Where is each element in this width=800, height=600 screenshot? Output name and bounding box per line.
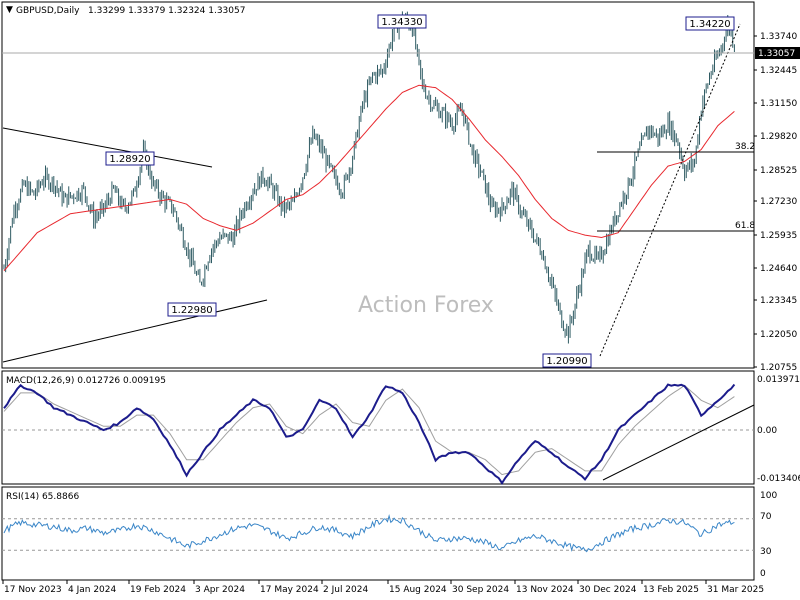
macd-tick-label: 0.00 [757,426,777,436]
price-plot: 38.2 61.8 1.34330 1.34220 1.28920 1.22980 1.20… [2,11,755,368]
rsi-tick-label: 100 [760,491,777,501]
price-box-text: 1.20990 [546,356,587,367]
current-price-label: 1.33057 [758,49,795,59]
macd-plot [2,383,755,485]
y-tick-label: 1.29820 [760,132,797,142]
fib-382-label: 38.2 [735,142,755,152]
macd-title: MACD(12,26,9) 0.012726 0.009195 [6,376,166,386]
fib-618-label: 61.8 [735,221,755,231]
price-box-text: 1.22980 [171,305,212,316]
x-tick-label: 15 Aug 2024 [389,585,447,595]
rsi-tick-label: 0 [760,569,766,579]
rsi-line [3,514,735,553]
y-tick-label: 1.32445 [760,66,797,76]
main-panel [1,1,755,369]
macd-main-line [3,383,736,485]
price-box-label: 1.34220 [685,16,735,31]
price-box-label: 1.28920 [105,151,155,166]
macd-trendline [602,404,755,481]
x-tick-label: 30 Dec 2024 [579,585,637,595]
y-tick-label: 1.31150 [760,99,797,109]
macd-signal-line [3,384,735,476]
price-box-label: 1.22980 [167,302,217,317]
x-tick-label: 19 Feb 2024 [130,585,186,595]
y-tick-label: 1.22050 [760,330,797,340]
x-tick-label: 2 Jul 2024 [323,585,368,595]
price-box-text: 1.28920 [109,154,150,165]
y-tick-label: 1.28525 [760,166,797,176]
ohlc-readout: 1.33299 1.33379 1.32324 1.33057 [88,6,245,16]
rsi-plot [2,514,754,553]
axes: 1.33740 1.32445 1.31150 1.29820 1.28525 1.272… [2,32,800,595]
x-tick-label: 4 Jan 2024 [68,585,116,595]
price-box-text: 1.34330 [381,17,422,28]
price-box-label: 1.34330 [377,14,427,29]
x-tick-label: 13 Feb 2025 [643,585,699,595]
chart-title: GBPUSD,Daily [16,6,80,16]
macd-panel [1,370,755,485]
y-tick-label: 1.25935 [760,231,797,241]
x-tick-label: 17 May 2024 [260,585,319,595]
macd-tick-label: -0.013406 [757,474,800,484]
y-tick-label: 1.24640 [760,264,797,274]
macd-tick-label: 0.013971 [757,375,800,385]
rsi-tick-label: 70 [760,512,772,522]
projection-dotted-line [599,23,741,357]
y-tick-label: 1.27230 [760,197,797,207]
y-tick-label: 1.33740 [760,32,797,42]
chart-title-arrow-icon: ▼ [6,5,13,15]
lower-trendline [2,299,268,363]
x-tick-label: 13 Nov 2024 [516,585,574,595]
rsi-panel [1,486,755,581]
current-price-box [755,47,800,59]
x-tick-label: 31 Mar 2025 [707,585,764,595]
upper-trendline [2,127,213,168]
rsi-tick-label: 30 [760,547,772,557]
y-tick-label: 1.23345 [760,296,797,306]
moving-average-line [3,84,735,272]
price-box-label: 1.20990 [542,353,592,368]
x-tick-label: 17 Nov 2023 [4,585,62,595]
rsi-title: RSI(14) 65.8866 [6,492,79,502]
price-box-text: 1.34220 [689,19,730,30]
x-tick-label: 3 Apr 2024 [195,585,245,595]
watermark: Action Forex [358,293,494,318]
x-tick-label: 30 Sep 2024 [452,585,509,595]
y-tick-label: 1.20755 [760,363,797,373]
